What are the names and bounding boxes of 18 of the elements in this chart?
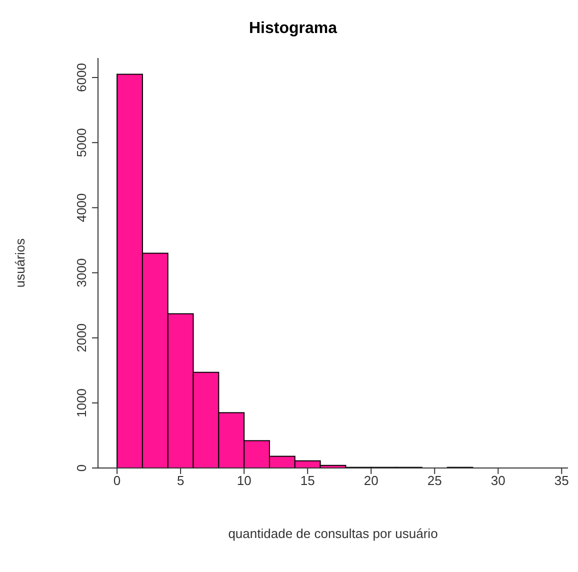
x-tick-label: 10 bbox=[236, 473, 252, 488]
y-tick-label: 5000 bbox=[74, 128, 89, 158]
y-tick-label: 6000 bbox=[74, 63, 89, 92]
x-tick-label: 15 bbox=[300, 473, 315, 488]
y-tick-label: 2000 bbox=[74, 323, 89, 352]
x-tick-label: 30 bbox=[490, 473, 506, 488]
x-tick-label: 5 bbox=[176, 473, 184, 488]
y-tick-label: 4000 bbox=[74, 193, 89, 222]
y-axis-title: usuários bbox=[12, 238, 28, 288]
x-tick-label: 25 bbox=[427, 473, 442, 488]
y-tick-label: 0 bbox=[74, 464, 89, 472]
chart-title: Histograma bbox=[248, 20, 338, 38]
x-tick-label: 20 bbox=[364, 473, 378, 488]
x-tick-label: 35 bbox=[554, 473, 569, 488]
x-axis-title: quantidade de consultas por usuário bbox=[228, 526, 438, 541]
x-tick-label: 0 bbox=[113, 473, 121, 488]
y-tick-label: 1000 bbox=[74, 388, 89, 418]
y-tick-label: 3000 bbox=[74, 258, 89, 288]
